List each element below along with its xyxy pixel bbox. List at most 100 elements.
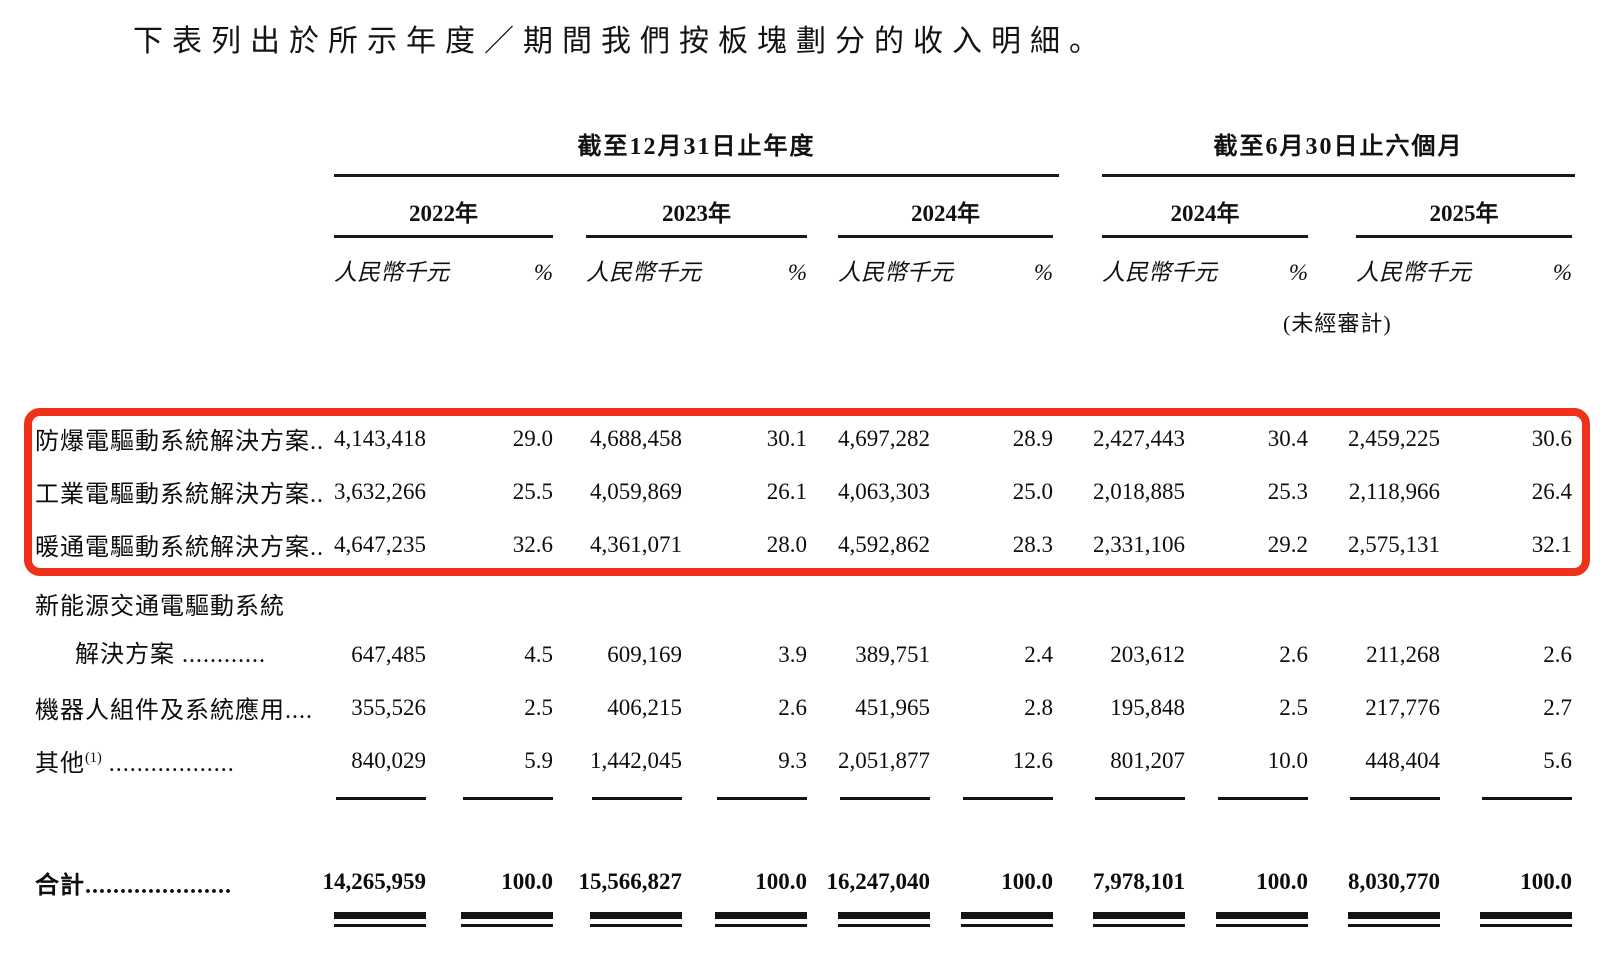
year-header-2023: 2023年 (662, 201, 731, 226)
single-rule (1218, 796, 1308, 800)
value-cell: 609,169 (553, 585, 682, 681)
value-cell: 4,361,071 (590, 531, 682, 557)
year-rule (1356, 235, 1572, 238)
year-header-2024: 2024年 (911, 201, 980, 226)
group-rule-annual (334, 174, 1059, 177)
pct-cell: 2.5 (524, 694, 553, 720)
value-cell: 2,427,443 (1093, 425, 1185, 451)
pct-cell: 30.6 (1531, 425, 1572, 451)
year-header-2022: 2022年 (409, 201, 478, 226)
pct-label: % (1288, 260, 1308, 285)
unit-label: 人民幣千元 (1102, 260, 1217, 285)
cell-text: 203,612 (1110, 642, 1185, 667)
table-row-highlighted: 防爆電驅動系統解決方案.. 4,143,418 29.0 4,688,458 30.1 4… (35, 412, 1572, 465)
year-rule (1102, 235, 1308, 238)
subheader-pair: 人民幣千元 % (838, 256, 1053, 290)
pct-cell: 29.0 (512, 425, 553, 451)
leader-dots: .................. (101, 751, 235, 777)
table-row-highlighted: 工業電驅動系統解決方案.. 3,632,266 25.5 4,059,869 26.1 4… (35, 465, 1572, 518)
subheader-pair: 人民幣千元 % (1102, 256, 1308, 290)
pct-cell: 100.0 (1256, 869, 1308, 894)
row-label-text: 防爆電驅動系統解決方案.. (35, 429, 324, 455)
value-cell: 15,566,827 (578, 869, 683, 894)
table-row: 其他(1) .................. 840,029 5.9 1,442,… (35, 734, 1572, 787)
group-header-annual: 截至12月31日止年度 (577, 134, 816, 160)
spacer-row (35, 571, 1572, 585)
pct-cell: 3.9 (682, 585, 807, 681)
pct-label: % (533, 260, 553, 285)
cell-text: 2.4 (1024, 642, 1053, 667)
row-label-text: 工業電驅動系統解決方案.. (35, 482, 324, 508)
pct-cell: 10.0 (1267, 747, 1308, 773)
value-cell: 406,215 (607, 694, 682, 720)
double-rule (590, 912, 682, 927)
double-rule (1348, 912, 1440, 927)
value-cell: 4,063,303 (838, 478, 930, 504)
double-rule (1480, 912, 1572, 927)
single-rule (717, 796, 807, 800)
intro-text: 下表列出於所示年度／期間我們按板塊劃分的收入明細。 (133, 25, 1108, 58)
subheader-pair: 人民幣千元 % (586, 256, 807, 290)
unit-label: 人民幣千元 (1356, 260, 1471, 285)
single-rule (1482, 796, 1572, 800)
value-cell: 8,030,770 (1348, 869, 1440, 894)
pct-cell: 2.6 (778, 694, 807, 720)
group-header-interim: 截至6月30日止六個月 (1213, 134, 1464, 160)
year-rule (334, 235, 553, 238)
row-label: 新能源交通電驅動系統解決方案 ............ (35, 585, 285, 681)
value-cell: 840,029 (351, 747, 426, 773)
single-rule (463, 796, 553, 800)
row-label: 工業電驅動系統解決方案.. (35, 465, 323, 518)
leader-dots: ..................... (85, 872, 232, 899)
value-cell: 14,265,959 (322, 869, 427, 894)
pct-cell: 100.0 (1520, 869, 1572, 894)
single-rule (592, 796, 682, 800)
row-label: 機器人組件及系統應用.... (35, 681, 312, 734)
unit-label: 人民幣千元 (586, 260, 701, 285)
row-label: 其他(1) .................. (35, 734, 285, 787)
pct-cell: 4.5 (426, 585, 553, 681)
value-cell: 389,751 (807, 585, 930, 681)
total-row: 合計..................... 14,265,959 100.0 15… (35, 859, 1572, 905)
value-cell: 2,051,877 (838, 747, 930, 773)
year-header-2025-interim: 2025年 (1429, 201, 1499, 226)
pct-cell: 28.0 (766, 531, 807, 557)
value-cell: 4,592,862 (838, 531, 930, 557)
value-cell: 4,688,458 (590, 425, 682, 451)
year-rule (838, 235, 1053, 238)
value-cell: 4,059,869 (590, 478, 682, 504)
row-label-line2: 解決方案 ............ (75, 642, 266, 668)
pct-cell: 25.0 (1012, 478, 1053, 504)
pct-label: % (1552, 260, 1572, 285)
single-rule (1095, 796, 1185, 800)
single-rule (1350, 796, 1440, 800)
pct-cell: 26.4 (1531, 478, 1572, 504)
cell-text: 4.5 (524, 642, 553, 667)
pct-cell: 29.2 (1267, 531, 1308, 557)
value-cell: 195,848 (1110, 694, 1185, 720)
single-rule-row (35, 787, 1572, 803)
value-cell: 203,612 (1053, 585, 1185, 681)
table-row: 新能源交通電驅動系統解決方案 ............ 647,485 4.5 609… (35, 585, 1572, 681)
value-cell: 2,118,966 (1348, 478, 1440, 504)
value-cell: 2,575,131 (1348, 531, 1440, 557)
pct-cell: 26.1 (766, 478, 807, 504)
cell-text: 2.6 (1543, 642, 1572, 667)
row-label: 暖通電驅動系統解決方案.. (35, 518, 323, 571)
footnote-marker: (1) (85, 750, 102, 766)
cell-text: 647,485 (351, 642, 426, 667)
year-rule (586, 235, 807, 238)
value-cell: 4,647,235 (334, 531, 426, 557)
pct-cell: 2.5 (1279, 694, 1308, 720)
pct-cell: 5.9 (524, 747, 553, 773)
value-cell: 2,459,225 (1348, 425, 1440, 451)
pct-cell: 2.6 (1440, 585, 1572, 681)
pct-cell: 2.8 (1024, 694, 1053, 720)
table-row: 機器人組件及系統應用.... 355,526 2.5 406,215 2.6 451,96… (35, 681, 1572, 734)
value-cell: 16,247,040 (826, 869, 931, 894)
pct-cell: 12.6 (1012, 747, 1053, 773)
pct-cell: 30.4 (1267, 425, 1308, 451)
row-label-line1: 新能源交通電驅動系統 (35, 594, 285, 620)
double-rule (461, 912, 553, 927)
total-label-text: 合計 (35, 872, 85, 899)
